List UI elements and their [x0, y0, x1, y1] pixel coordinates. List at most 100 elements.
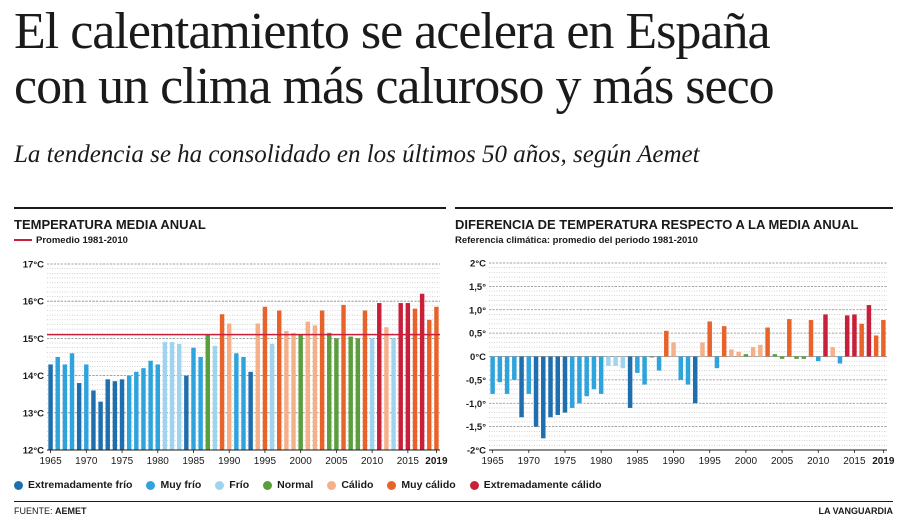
left-bar-2015 — [405, 303, 411, 450]
left-chart-title: TEMPERATURA MEDIA ANUAL — [14, 217, 206, 232]
legend-label: Muy cálido — [401, 479, 456, 491]
right-bar-2008 — [801, 356, 807, 359]
legend-swatch — [215, 480, 225, 490]
source: FUENTE: AEMET — [14, 506, 87, 516]
legend-item: Extremadamente frío — [14, 479, 132, 491]
legend-item: Extremadamente cálido — [469, 479, 602, 491]
left-y-tick-label: 17°C — [23, 260, 44, 271]
footer: FUENTE: AEMET LA VANGUARDIA — [14, 501, 893, 516]
left-y-tick-label: 12°C — [23, 446, 44, 457]
right-bar-2016 — [859, 323, 864, 357]
right-bar-2019 — [881, 320, 886, 357]
left-bar-2019 — [434, 306, 439, 450]
left-bar-1965 — [48, 364, 53, 450]
brand: LA VANGUARDIA — [818, 506, 894, 516]
left-bar-2003 — [319, 310, 325, 450]
left-bar-1994 — [255, 323, 261, 450]
legend-label: Cálido — [341, 479, 374, 491]
left-bar-2000 — [298, 334, 303, 450]
left-x-tick-label: 2005 — [325, 456, 348, 467]
legend-label: Extremadamente frío — [28, 479, 133, 491]
left-bar-1982 — [169, 342, 175, 450]
left-bar-1984 — [184, 375, 189, 450]
left-x-tick-label: 1980 — [147, 456, 170, 467]
legend-label: Normal — [277, 479, 314, 491]
legend-item: Normal — [263, 479, 313, 491]
left-bar-2010 — [369, 338, 375, 450]
right-bar-1967 — [504, 356, 510, 394]
source-name: AEMET — [55, 506, 87, 516]
right-bar-2003 — [765, 327, 770, 357]
right-bar-1987 — [649, 356, 655, 358]
right-x-tick-label: 1980 — [590, 456, 613, 467]
right-bar-1983 — [620, 356, 626, 369]
left-y-tick-label: 14°C — [23, 371, 44, 382]
legend-swatch — [263, 480, 273, 490]
right-y-tick-label: -0,5° — [466, 375, 486, 386]
left-bar-2011 — [377, 303, 382, 450]
right-x-tick-label: 1975 — [554, 456, 577, 467]
legend-label: Muy frío — [160, 479, 202, 491]
left-chart-mean-label: Promedio 1981-2010 — [36, 235, 128, 246]
right-chart-top-rule — [455, 207, 893, 209]
right-x-tick-label: 2010 — [807, 456, 830, 467]
left-bar-1974 — [112, 381, 118, 450]
left-bar-2001 — [305, 321, 311, 450]
right-chart-title: DIFERENCIA DE TEMPERATURA RESPECTO A LA … — [455, 217, 859, 232]
left-bar-2002 — [312, 325, 318, 450]
right-bar-1996 — [714, 356, 720, 369]
right-x-tick-label: 2005 — [771, 456, 794, 467]
left-bar-1988 — [212, 345, 218, 450]
left-bar-1991 — [234, 353, 239, 450]
legend-item: Muy cálido — [387, 479, 456, 491]
legend-swatch — [469, 480, 479, 490]
left-bar-1992 — [241, 357, 246, 450]
left-bar-1980 — [155, 364, 160, 450]
headline-line-1: El calentamiento se acelera en España — [14, 3, 771, 60]
right-bar-2017 — [866, 305, 872, 357]
left-bar-1983 — [176, 343, 182, 450]
right-bar-1976 — [569, 356, 575, 408]
left-bar-2014 — [398, 303, 403, 450]
right-bar-1990 — [671, 342, 676, 357]
right-bar-1979 — [591, 356, 597, 390]
source-label: FUENTE: — [14, 506, 53, 516]
legend-item: Frío — [215, 479, 249, 491]
right-bar-1973 — [548, 356, 553, 418]
left-x-tick-label: 1990 — [218, 456, 241, 467]
right-bar-2012 — [830, 347, 835, 357]
left-x-tick-label: 1965 — [39, 456, 62, 467]
left-bar-1970 — [84, 364, 89, 450]
right-bar-1980 — [598, 356, 604, 394]
left-bar-1990 — [226, 323, 232, 450]
right-bar-1993 — [692, 356, 698, 404]
right-y-tick-label: -1,0° — [466, 399, 486, 410]
legend-swatch — [387, 480, 397, 490]
right-y-tick-label: -2°C — [467, 446, 486, 457]
left-y-tick-label: 13°C — [23, 408, 44, 419]
left-bar-1995 — [262, 306, 268, 450]
left-chart-top-rule — [14, 207, 446, 209]
right-bar-1982 — [613, 356, 618, 366]
left-x-tick-label: 1995 — [254, 456, 277, 467]
right-chart-subtitle: Referencia climática: promedio del perio… — [455, 235, 698, 246]
left-bar-1971 — [91, 390, 96, 450]
right-bar-2009 — [808, 320, 814, 357]
right-x-tick-label: 1995 — [699, 456, 722, 467]
right-bar-1974 — [555, 356, 560, 415]
left-bar-1993 — [248, 371, 253, 450]
left-x-tick-label: 1975 — [111, 456, 134, 467]
left-bar-1975 — [119, 379, 125, 450]
right-bar-2007 — [794, 356, 799, 359]
right-bar-1985 — [635, 356, 640, 373]
headline: El calentamiento se acelera en España co… — [14, 3, 775, 114]
right-bar-1998 — [729, 349, 734, 357]
left-bar-2006 — [341, 304, 346, 450]
right-x-tick-label: 2019 — [872, 456, 895, 467]
subheadline: La tendencia se ha consolidado en los úl… — [14, 141, 700, 168]
left-bar-1973 — [105, 379, 110, 450]
right-bar-1986 — [642, 356, 647, 385]
right-y-tick-label: 2°C — [470, 259, 486, 270]
left-y-tick-label: 15°C — [23, 334, 44, 345]
left-bar-2012 — [384, 327, 389, 450]
